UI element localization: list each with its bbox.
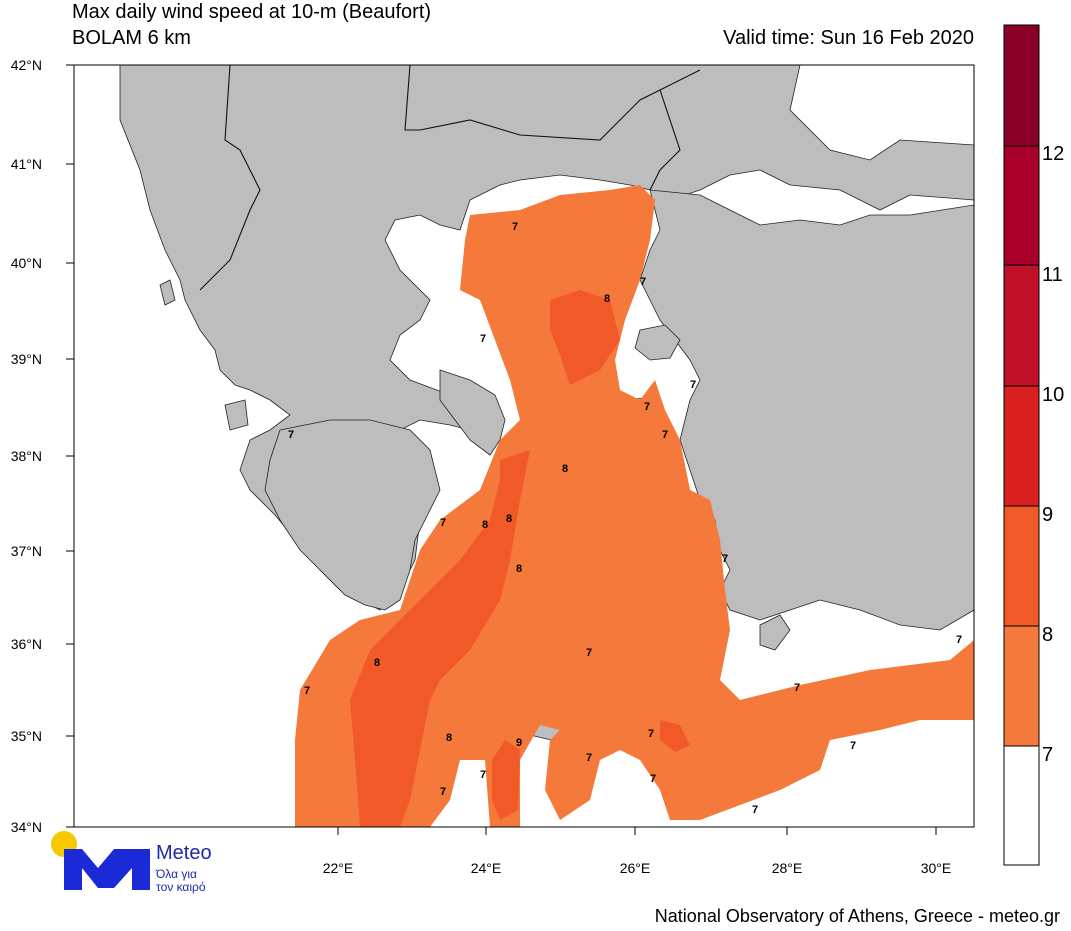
- lat-label: 39°N: [11, 351, 42, 367]
- rhodes: [759, 614, 791, 651]
- colorbar-label: 7: [1042, 744, 1054, 766]
- svg-text:9: 9: [516, 737, 522, 749]
- colorbar-swatch-7: [1003, 625, 1040, 747]
- contour-label: 7: [288, 429, 294, 441]
- lat-label: 37°N: [11, 543, 42, 559]
- beaufort-8-east-crete: [660, 720, 690, 752]
- lat-label: 38°N: [11, 448, 42, 464]
- colorbar: [1003, 24, 1040, 866]
- beaufort-8-north: [550, 290, 620, 385]
- contour-label: 8: [374, 657, 380, 669]
- contour-label: 7: [752, 804, 758, 816]
- lat-label: 36°N: [11, 636, 42, 652]
- colorbar-label: 10: [1042, 384, 1065, 406]
- lon-labels: 22°E 24°E 26°E 28°E 30°E: [323, 860, 952, 876]
- colorbar-label: 12: [1042, 143, 1065, 165]
- country-borders: [199, 65, 701, 291]
- chart-title: Max daily wind speed at 10-m (Beaufort): [72, 1, 432, 23]
- colorbar-swatch-9: [1003, 385, 1040, 507]
- model-label: BOLAM 6 km: [72, 27, 191, 49]
- beaufort-8-zone: [350, 450, 530, 827]
- lon-label: 28°E: [772, 860, 803, 876]
- kefalonia: [224, 399, 249, 431]
- contour-label: 8: [516, 563, 522, 575]
- logo-tagline: Όλα για τον καιρό: [156, 868, 206, 894]
- colorbar-label: 11: [1042, 264, 1063, 286]
- contour-label: 8: [562, 463, 568, 475]
- beaufort-7-zone: [295, 185, 974, 827]
- contour-label: 7: [512, 221, 518, 233]
- contour-label: 7: [690, 379, 696, 391]
- contour-label: 7: [440, 517, 446, 529]
- contour-label: 8: [604, 293, 610, 305]
- lon-label: 26°E: [620, 860, 651, 876]
- contour-label: 7: [480, 333, 486, 345]
- logo-tagline-line2: τον καιρό: [156, 880, 206, 894]
- colorbar-label: 8: [1042, 624, 1054, 646]
- peloponnese: [264, 419, 441, 611]
- logo-name: Meteo: [156, 842, 212, 864]
- lat-label: 34°N: [11, 819, 42, 835]
- svg-text:7: 7: [440, 786, 446, 798]
- footer-credit: National Observatory of Athens, Greece -…: [654, 906, 1060, 926]
- euboea: [439, 369, 506, 456]
- colorbar-swatch-12plus: [1003, 24, 1040, 147]
- lat-label: 35°N: [11, 728, 42, 744]
- contour-label: 8: [446, 732, 452, 744]
- contour-label: 7: [850, 740, 856, 752]
- contour-label: 8: [482, 519, 488, 531]
- map-frame: [73, 64, 975, 828]
- contour-label: 7: [640, 276, 646, 288]
- contour-label: 7: [722, 553, 728, 565]
- colorbar-label: 9: [1042, 504, 1054, 526]
- valid-time: Valid time: Sun 16 Feb 2020: [723, 27, 974, 49]
- colorbar-swatch-8: [1003, 505, 1040, 627]
- contour-label: 7: [648, 728, 654, 740]
- contour-labels: 7 7 8 7 7 7 8 8 8 8 7 7 7 7 8 8 7 7 7 7 …: [288, 221, 962, 816]
- lon-label: 22°E: [323, 860, 354, 876]
- wind-field: [295, 185, 974, 827]
- lesbos: [634, 324, 681, 361]
- contour-label: 7: [304, 685, 310, 697]
- contour-label: 7: [956, 634, 962, 646]
- lat-label: 42°N: [11, 57, 42, 73]
- lon-label: 24°E: [471, 860, 502, 876]
- lat-ticks: [66, 64, 937, 835]
- contour-label: 7: [586, 752, 592, 764]
- contour-label: 7: [480, 769, 486, 781]
- colorbar-swatch-10: [1003, 264, 1040, 387]
- meteo-logo: [51, 831, 150, 890]
- lat-labels: 42°N 41°N 40°N 39°N 38°N 37°N 36°N 35°N …: [11, 57, 42, 835]
- corfu: [159, 279, 176, 306]
- lon-label: 30°E: [921, 860, 952, 876]
- lat-label: 40°N: [11, 255, 42, 271]
- colorbar-swatch-11: [1003, 145, 1040, 266]
- contour-label: 7: [586, 647, 592, 659]
- contour-label: 7: [794, 682, 800, 694]
- contour-label: 7: [662, 429, 668, 441]
- contour-label: 7: [644, 401, 650, 413]
- beaufort-8-crete-strait: [492, 740, 520, 820]
- logo-m-icon: [64, 849, 150, 890]
- lat-label: 41°N: [11, 156, 42, 172]
- logo-tagline-line1: Όλα για: [156, 867, 197, 881]
- contour-label: 8: [506, 513, 512, 525]
- colorbar-swatch-below-7: [1003, 745, 1040, 866]
- contour-label: 7: [650, 773, 656, 785]
